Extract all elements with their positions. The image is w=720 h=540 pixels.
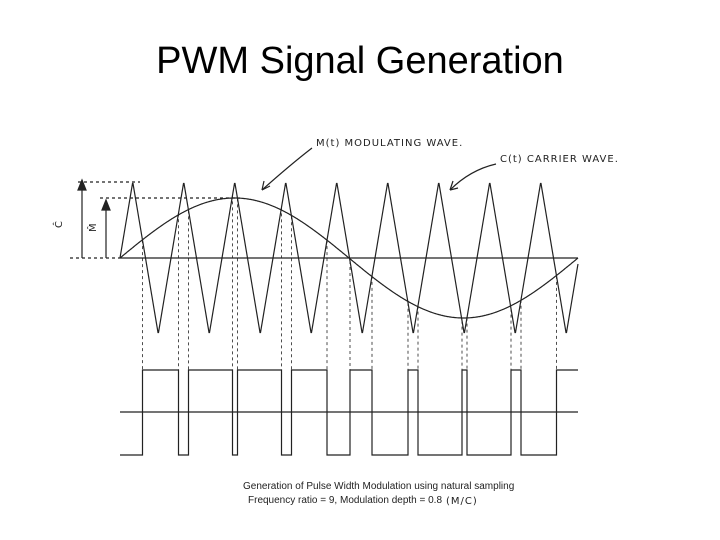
annotation-arrow <box>449 163 497 191</box>
waveforms <box>119 182 579 456</box>
arrow-head <box>449 180 459 191</box>
carrier-amplitude-label: Ĉ <box>52 220 65 228</box>
annotation-arrow <box>261 147 313 191</box>
modulating-label: M(t) MODULATING WAVE. <box>316 138 463 149</box>
slide-title: PWM Signal Generation <box>156 40 564 82</box>
arrow-head <box>261 180 271 191</box>
depth-note: (M/C) <box>446 496 478 507</box>
modulating-wave <box>119 197 579 319</box>
modulating-amplitude-label: M̂ <box>86 222 99 232</box>
pwm-output <box>120 369 578 456</box>
carrier-wave <box>119 182 579 334</box>
carrier-label: C(t) CARRIER WAVE. <box>500 154 619 165</box>
arrow-head <box>77 178 87 191</box>
arrow-head <box>101 198 111 211</box>
caption-line: Generation of Pulse Width Modulation usi… <box>243 481 514 492</box>
caption-line: Frequency ratio = 9, Modulation depth = … <box>248 495 442 506</box>
